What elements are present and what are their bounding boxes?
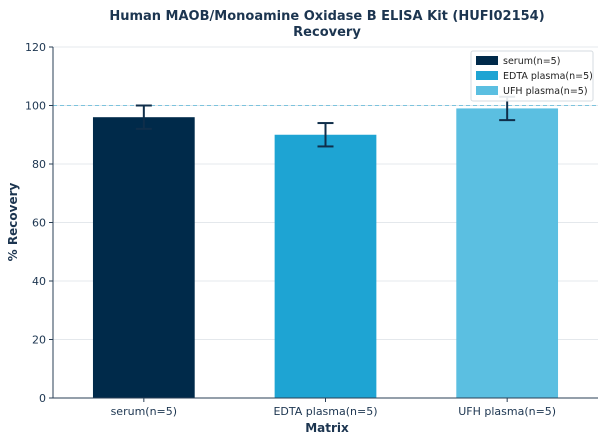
y-tick-label: 100 — [25, 100, 46, 113]
legend: serum(n=5) EDTA plasma(n=5) UFH plasma(n=5… — [470, 50, 594, 102]
y-tick-label: 40 — [32, 275, 46, 288]
x-axis-label: Matrix — [305, 421, 349, 435]
legend-label: serum(n=5) — [503, 56, 560, 67]
x-tick-label: EDTA plasma(n=5) — [273, 405, 377, 418]
chart-title: Human MAOB/Monoamine Oxidase B ELISA Kit… — [109, 9, 544, 24]
x-tick-label: serum(n=5) — [111, 405, 177, 418]
ticks-layer: 0 20 40 60 80 100 120 serum(n=5) EDTA plasma(n=5… — [25, 41, 556, 418]
legend-swatch — [476, 86, 498, 95]
bars-layer — [92, 108, 559, 399]
legend-frame — [470, 50, 594, 102]
legend-swatch — [476, 71, 498, 80]
bar — [274, 134, 377, 398]
legend-label: EDTA plasma(n=5) — [503, 71, 593, 82]
x-tick-label: UFH plasma(n=5) — [458, 405, 556, 418]
chart-subtitle: Recovery — [293, 25, 361, 40]
y-tick-label: 120 — [25, 41, 46, 54]
y-tick-label: 80 — [32, 158, 46, 171]
bar — [456, 108, 559, 399]
legend-swatch — [476, 56, 498, 65]
y-tick-label: 60 — [32, 217, 46, 230]
y-axis-label: % Recovery — [6, 183, 20, 262]
bar — [92, 117, 195, 398]
y-tick-label: 20 — [32, 334, 46, 347]
legend-label: UFH plasma(n=5) — [503, 86, 588, 97]
y-tick-label: 0 — [39, 392, 46, 405]
